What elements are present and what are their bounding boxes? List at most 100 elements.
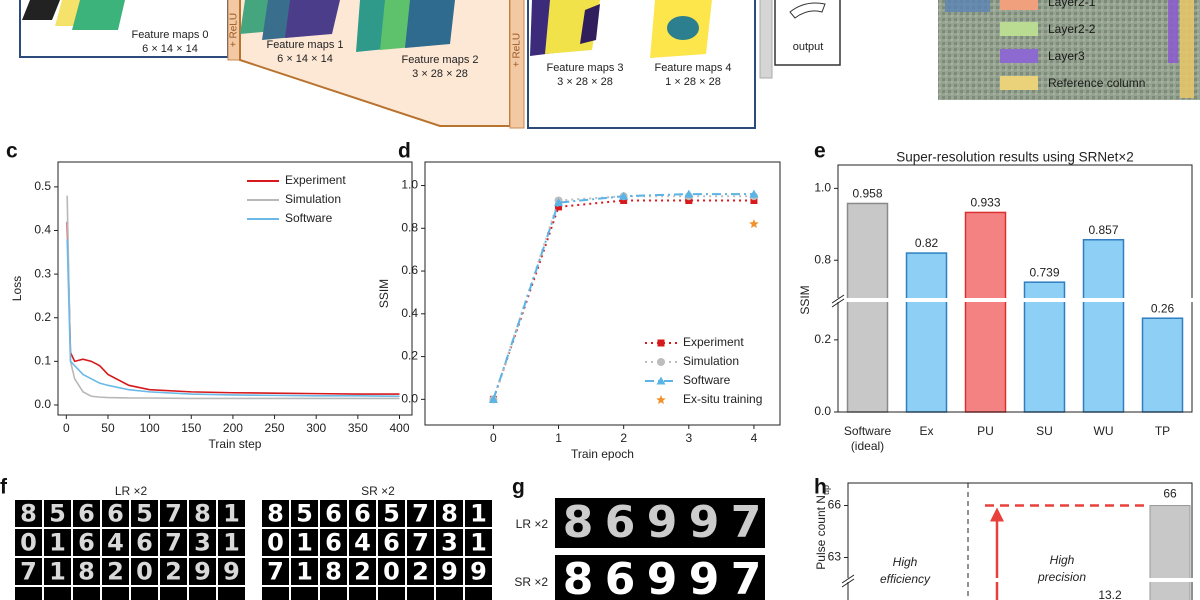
y-tick-label: 0.0 (401, 392, 418, 406)
y-tick-label: 0.0 (814, 404, 831, 418)
y-tick-label: 0.3 (34, 266, 51, 280)
feature-map-size: 6 × 14 × 14 (277, 53, 333, 65)
digit: 6 (107, 500, 124, 528)
digit-tile (15, 558, 42, 585)
digit-tile (320, 587, 347, 600)
feature-map-label: Feature maps 2 (401, 54, 478, 66)
legend-marker (656, 376, 666, 385)
x-tick-label: 4 (751, 431, 758, 445)
digit: 1 (223, 529, 240, 557)
y-tick-label: 0.2 (401, 349, 418, 363)
digit-tile (15, 529, 42, 556)
panel-letter: h (814, 476, 827, 499)
legend-swatch (1000, 49, 1038, 63)
digit: 4 (107, 529, 124, 557)
value-label: 0.857 (1088, 223, 1118, 237)
y-tick-label: 66 (828, 498, 842, 512)
y-tick-label: 0.0 (34, 397, 51, 411)
digit-tile (262, 558, 289, 585)
digit-tile (44, 500, 71, 527)
digit-tile (378, 529, 405, 556)
digit-tile (465, 500, 492, 527)
digit: 6 (354, 500, 371, 528)
chip-legend-label: Layer2-2 (1048, 22, 1096, 36)
digit-tile (436, 500, 463, 527)
x-tick-label: 350 (348, 421, 368, 435)
legend-marker (657, 339, 665, 347)
digit: 5 (296, 500, 313, 528)
plot-frame (424, 161, 781, 426)
x-tick-label: 300 (306, 421, 326, 435)
activation-label: + ReLU (512, 33, 523, 67)
digit-tile (44, 558, 71, 585)
legend-label: Ex-situ training (683, 392, 762, 406)
digit-tile (378, 500, 405, 527)
digit-tile (160, 558, 187, 585)
y-tick-label: 0.4 (401, 306, 418, 320)
digit-tile (465, 587, 492, 600)
digit: 8 (267, 500, 284, 528)
digit: 4 (354, 529, 371, 557)
digit-tile (189, 529, 216, 556)
y-axis-label-sub: up (821, 485, 831, 495)
digit-tile (218, 587, 245, 600)
digit-tile (407, 558, 434, 585)
digit-tile (218, 500, 245, 527)
feature-map-label: Feature maps 3 (546, 62, 623, 74)
marker (750, 196, 758, 204)
digit-tile (102, 500, 129, 527)
chip-texture (938, 0, 1200, 100)
bar (1141, 317, 1184, 413)
digit-tile (218, 529, 245, 556)
digit-tile (102, 587, 129, 600)
x-tick-label: 0 (490, 431, 497, 445)
digit-tile (102, 529, 129, 556)
digit: 0 (136, 558, 153, 586)
relu-strip (509, 0, 525, 129)
digit-tile (131, 558, 158, 585)
x-tick-label: 1 (555, 431, 562, 445)
feature-map-label: Feature maps 0 (131, 29, 208, 41)
digit-tile (291, 500, 318, 527)
digit: 7 (731, 554, 762, 600)
y-tick-label: 0.5 (34, 179, 51, 193)
digit-tile (73, 529, 100, 556)
digit: 2 (354, 558, 371, 586)
image-title: LR ×2 (115, 484, 148, 498)
y-tick-label: 0.4 (34, 223, 51, 237)
digit-tile (73, 587, 100, 600)
digit-tile (44, 529, 71, 556)
legend-marker (656, 395, 666, 405)
image-strip (555, 555, 765, 600)
digit: 6 (78, 500, 95, 528)
digit-tile (189, 500, 216, 527)
digit-tile (160, 529, 187, 556)
y-axis-label-main: Pulse count N (814, 495, 828, 570)
axis-break-mark (831, 294, 845, 308)
digit-tile (131, 529, 158, 556)
value-label: 0.933 (970, 196, 1000, 210)
marker (555, 203, 563, 211)
y-tick-label: 0.8 (814, 252, 831, 266)
output-box (774, 0, 841, 66)
y-tick-label: 0.1 (34, 354, 51, 368)
digit: 7 (412, 500, 429, 528)
series-line (492, 195, 754, 400)
image-label: LR ×2 (516, 517, 549, 531)
digit: 9 (194, 558, 211, 586)
bar (846, 202, 889, 413)
plot-frame (57, 161, 413, 416)
legend-label: Simulation (683, 354, 739, 368)
image-title: SR ×2 (361, 484, 395, 498)
digit: 7 (20, 558, 37, 586)
x-axis-label: Train epoch (571, 447, 634, 461)
feature-map-size: 6 × 14 × 14 (142, 43, 198, 55)
x-tick-label: SU (1036, 424, 1053, 438)
digit: 6 (605, 497, 636, 548)
digit: 6 (78, 529, 95, 557)
chip-legend-label: Layer3 (1048, 49, 1085, 63)
feature-map-label: Feature maps 1 (266, 39, 343, 51)
digit-tile (15, 587, 42, 600)
